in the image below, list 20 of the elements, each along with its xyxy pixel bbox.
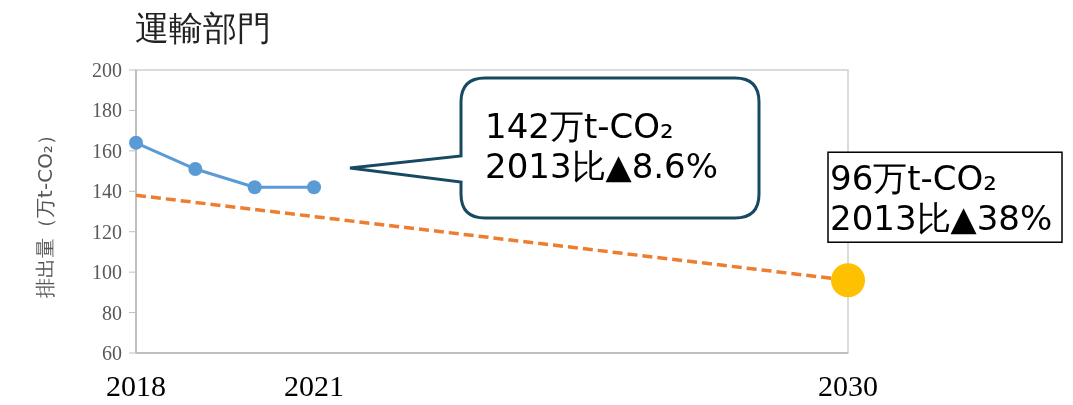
- annotation: 142万t-CO₂ 2013比▲8.6%: [485, 106, 719, 186]
- annotation: 96万t-CO₂ 2013比▲38%: [830, 158, 1053, 239]
- y-tick-label: 100: [92, 261, 122, 284]
- x-tick-label: 2018: [106, 369, 166, 402]
- y-tick-label: 60: [102, 342, 122, 364]
- y-tick-label: 160: [92, 139, 122, 162]
- y-tick-label: 180: [92, 99, 122, 122]
- chart-title: 運輸部門: [135, 8, 271, 48]
- point: [129, 135, 143, 150]
- y-tick-label: 120: [92, 220, 122, 243]
- y-tick-label: 80: [102, 301, 122, 324]
- point: [247, 180, 262, 195]
- x-tick-label: 2021: [284, 369, 344, 402]
- point: [307, 180, 321, 195]
- x-tick-label: 2030: [818, 369, 878, 402]
- point: [188, 162, 203, 177]
- y-axis-title: 排出量（万t-CO₂）: [33, 125, 57, 298]
- y-tick-label: 200: [92, 59, 122, 81]
- point: [831, 263, 865, 298]
- y-tick-label: 140: [92, 180, 122, 203]
